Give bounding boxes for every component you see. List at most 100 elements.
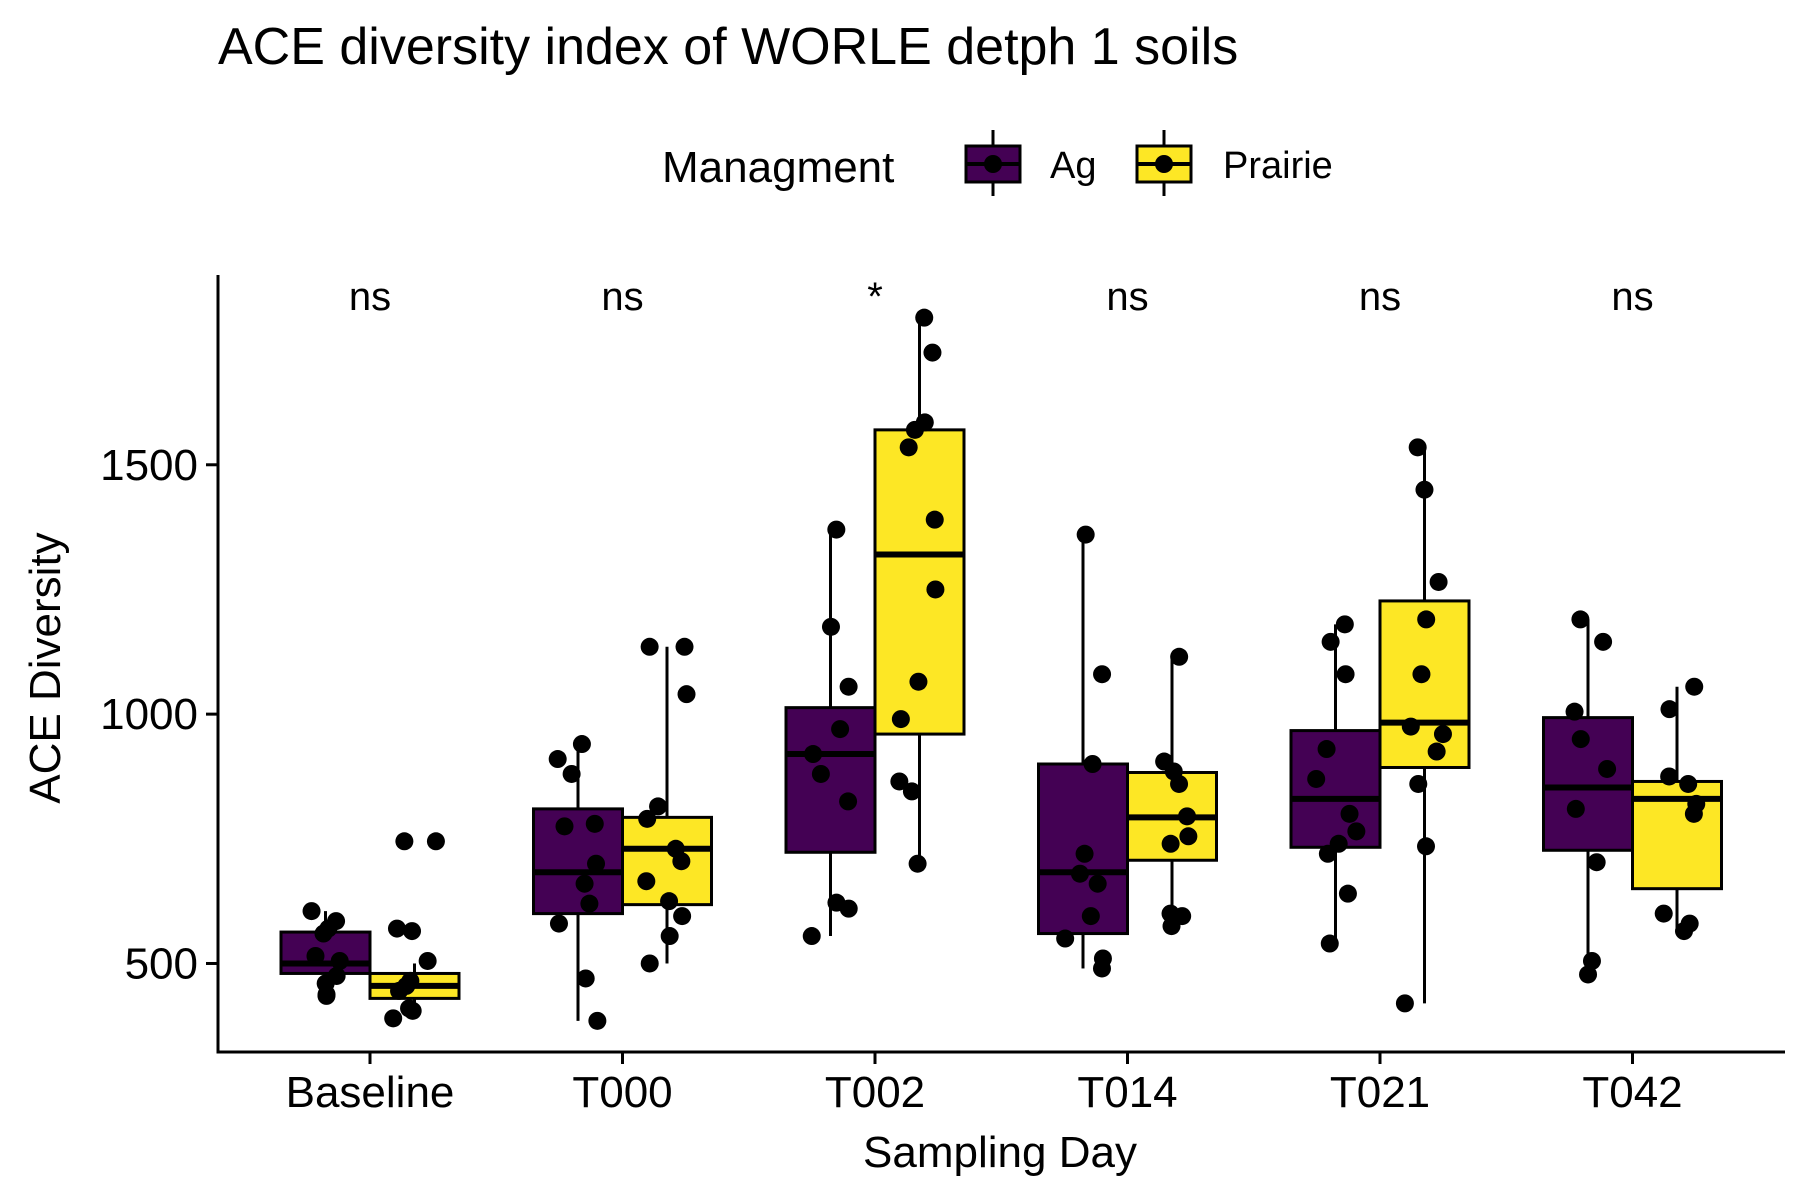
data-point: [317, 986, 336, 1005]
data-point: [672, 852, 691, 871]
box-ag-t021: [1289, 615, 1382, 953]
data-point: [1571, 730, 1590, 749]
data-point: [1307, 769, 1326, 788]
data-point: [802, 927, 821, 946]
data-point: [1654, 904, 1673, 923]
box: [784, 706, 877, 854]
data-point: [548, 750, 567, 769]
plot-area: 500 1000 1500 Baseline ns T000 ns T002 * T014 ns T0…: [100, 275, 1785, 1117]
data-point: [403, 922, 422, 941]
data-point: [804, 745, 823, 764]
legend-point: [1155, 155, 1173, 173]
data-point: [1320, 934, 1339, 953]
data-point: [831, 720, 850, 739]
x-axis-title: Sampling Day: [863, 1128, 1137, 1177]
data-point: [1335, 615, 1354, 634]
data-point: [1395, 994, 1414, 1013]
data-point: [891, 710, 910, 729]
data-point: [677, 685, 696, 704]
data-point: [640, 637, 659, 656]
data-point: [426, 832, 445, 851]
data-point: [1083, 755, 1102, 774]
box-prairie-t000: [621, 637, 713, 973]
data-point: [1075, 844, 1094, 863]
data-point: [302, 902, 321, 921]
box: [621, 815, 713, 907]
data-point: [1178, 807, 1197, 826]
data-point: [1093, 665, 1112, 684]
data-point: [1433, 725, 1452, 744]
legend-key-ag: [964, 130, 1022, 196]
box-prairie-t014: [1126, 647, 1218, 936]
data-point: [839, 899, 858, 918]
box-ag-baseline: [279, 902, 372, 1005]
data-point: [925, 510, 944, 529]
data-point: [387, 919, 406, 938]
data-point: [811, 764, 830, 783]
data-point: [1571, 610, 1590, 629]
data-point: [890, 772, 909, 791]
chart-title: ACE diversity index of WORLE detph 1 soi…: [218, 18, 1238, 76]
significance-label: ns: [1359, 275, 1401, 319]
data-point: [1594, 632, 1613, 651]
data-point: [1162, 917, 1181, 936]
data-point: [926, 580, 945, 599]
data-point: [562, 764, 581, 783]
data-point: [1566, 799, 1585, 818]
x-tick-label: T000: [572, 1068, 672, 1117]
data-point: [1408, 438, 1427, 457]
data-point: [649, 797, 668, 816]
significance-label: ns: [1611, 275, 1653, 319]
x-tick-label: Baseline: [286, 1068, 455, 1117]
data-point: [1579, 965, 1598, 984]
data-point: [915, 308, 934, 327]
data-point: [1321, 632, 1340, 651]
data-point: [587, 854, 606, 873]
data-point: [314, 924, 333, 943]
data-point: [1565, 702, 1584, 721]
data-point: [905, 420, 924, 439]
box-prairie-t042: [1631, 677, 1723, 941]
y-tick-label: 1500: [100, 441, 198, 490]
data-point: [1684, 804, 1703, 823]
data-point: [585, 814, 604, 833]
data-point: [555, 817, 574, 836]
x-tick-label: T042: [1582, 1068, 1682, 1117]
data-point: [1161, 834, 1180, 853]
data-point: [909, 672, 928, 691]
data-point: [660, 892, 679, 911]
data-point: [575, 874, 594, 893]
data-point: [827, 520, 846, 539]
data-point: [1056, 929, 1075, 948]
data-point: [1679, 774, 1698, 793]
data-point: [1427, 742, 1446, 761]
box-prairie-t021: [1378, 438, 1471, 1013]
y-tick-label: 500: [125, 939, 198, 988]
data-point: [1318, 844, 1337, 863]
data-point: [306, 947, 325, 966]
data-point: [1587, 853, 1606, 872]
data-point: [902, 782, 921, 801]
data-point: [1416, 837, 1435, 856]
x-tick-label: T014: [1077, 1068, 1177, 1117]
data-point: [1660, 767, 1679, 786]
data-point: [1685, 677, 1704, 696]
data-point: [1417, 610, 1436, 629]
legend-label-ag: Ag: [1050, 145, 1096, 187]
x-tick-label: T021: [1330, 1068, 1430, 1117]
data-point: [839, 677, 858, 696]
box: [1378, 599, 1471, 769]
box-ag-t000: [532, 735, 624, 1030]
data-point: [637, 872, 656, 891]
significance-label: ns: [349, 275, 391, 319]
legend-key-prairie: [1135, 130, 1193, 196]
data-point: [1415, 480, 1434, 499]
data-point: [1409, 774, 1428, 793]
data-point: [1092, 959, 1111, 978]
y-axis-title: ACE Diversity: [21, 532, 70, 803]
data-point: [395, 832, 414, 851]
data-point: [1429, 572, 1448, 591]
data-point: [549, 914, 568, 933]
data-point: [1660, 700, 1679, 719]
